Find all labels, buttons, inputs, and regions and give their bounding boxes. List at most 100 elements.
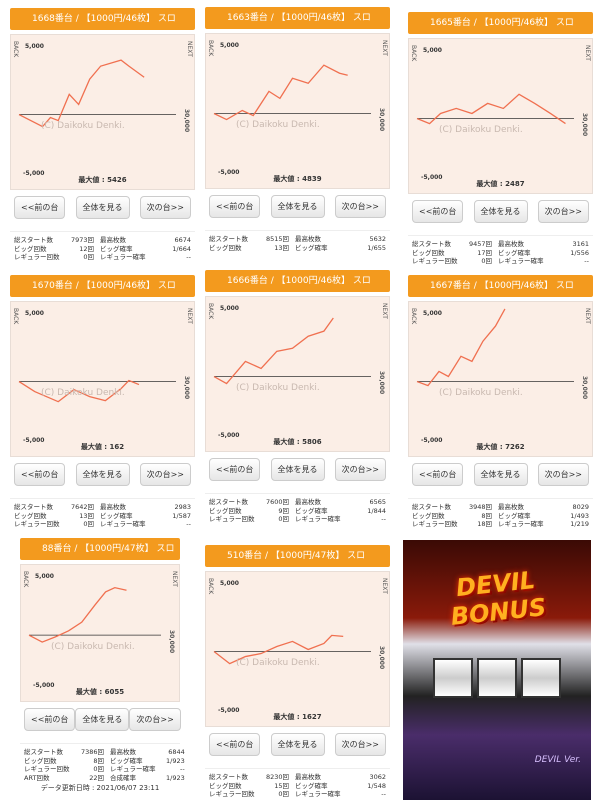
stat-value: 2983 — [174, 503, 191, 511]
next-machine-button[interactable]: 次の台>> — [334, 458, 386, 481]
back-label: BACK — [207, 40, 214, 57]
stat-value: 13回 — [79, 511, 94, 520]
next-machine-button[interactable]: 次の台>> — [139, 196, 191, 219]
view-all-button[interactable]: 全体を見る — [75, 463, 130, 486]
slump-graph: 5,000 -5,000 BACK NEXT 30,000 (C) Daikok… — [408, 38, 593, 194]
view-all-button[interactable]: 全体を見る — [75, 708, 130, 731]
next-machine-button[interactable]: 次の台>> — [139, 463, 191, 486]
stats-table: 総スタート数 7600回 最高枚数 6565 ビッグ回数 9回 ビッグ確率 1/844 レギュラ… — [205, 493, 390, 524]
stat-value: 15回 — [274, 781, 289, 790]
stat-label: ビッグ回数 — [209, 243, 242, 252]
stat-label: ビッグ回数 — [412, 511, 445, 520]
prev-machine-button[interactable]: <<前の台 — [412, 200, 464, 223]
watermark: (C) Daikoku Denki. — [236, 658, 320, 668]
stat-value: 1/587 — [172, 511, 191, 520]
view-all-button[interactable]: 全体を見る — [473, 200, 528, 223]
max-value: 最大値 : 162 — [80, 443, 125, 451]
back-label: BACK — [207, 578, 214, 595]
y-tick-bottom: -5,000 — [421, 437, 443, 444]
next-machine-button[interactable]: 次の台>> — [537, 463, 589, 486]
view-all-button[interactable]: 全体を見る — [270, 195, 325, 218]
panel-title: 1670番台 / 【1000円/46枚】 スロ — [10, 275, 195, 297]
stat-value: 1/664 — [172, 244, 191, 253]
stat-value: 13回 — [274, 243, 289, 252]
y-tick-bottom: -5,000 — [218, 707, 240, 714]
stat-label: レギュラー確率 — [498, 520, 544, 528]
stat-value: -- — [186, 520, 191, 528]
stat-label: 総スタート数 — [24, 748, 63, 756]
stat-label: 総スタート数 — [209, 773, 248, 781]
prev-machine-button[interactable]: <<前の台 — [24, 708, 76, 731]
machine-panel: 1668番台 / 【1000円/46枚】 スロ 5,000 -5,000 BAC… — [10, 8, 195, 262]
stat-value: 8回 — [481, 511, 492, 520]
y-tick-top: 5,000 — [220, 580, 239, 587]
machine-panel: 510番台 / 【1000円/47枚】 スロ 5,000 -5,000 BACK… — [205, 545, 390, 799]
stat-label: レギュラー回数 — [14, 253, 60, 261]
back-label: BACK — [22, 571, 29, 588]
back-label: BACK — [410, 45, 417, 62]
view-all-button[interactable]: 全体を見る — [473, 463, 528, 486]
slump-graph: 5,000 -5,000 BACK NEXT 30,000 (C) Daikok… — [10, 301, 195, 457]
next-label: NEXT — [584, 308, 591, 324]
graph-svg — [213, 634, 371, 665]
stat-label: 最高枚数 — [498, 503, 524, 511]
stat-value: 18回 — [477, 520, 492, 528]
watermark: (C) Daikoku Denki. — [439, 388, 523, 398]
view-all-button[interactable]: 全体を見る — [75, 196, 130, 219]
stat-value: 17回 — [477, 248, 492, 257]
slump-graph: 5,000 -5,000 BACK NEXT 30,000 (C) Daikok… — [408, 301, 593, 457]
stat-value: 12回 — [79, 244, 94, 253]
next-label: NEXT — [381, 303, 388, 319]
stat-label: レギュラー確率 — [100, 520, 146, 528]
prev-machine-button[interactable]: <<前の台 — [209, 458, 261, 481]
x-tick-right: 30,000 — [378, 645, 385, 670]
stat-label: ビッグ確率 — [295, 781, 328, 790]
stat-value: 1/844 — [367, 506, 386, 515]
stat-value: 7642回 — [70, 503, 94, 511]
stat-value: 0回 — [278, 790, 289, 798]
prev-machine-button[interactable]: <<前の台 — [14, 463, 66, 486]
max-value: 最大値 : 5426 — [78, 176, 127, 184]
stat-label: ビッグ確率 — [110, 756, 143, 765]
next-machine-button[interactable]: 次の台>> — [334, 733, 386, 756]
stat-label: レギュラー確率 — [110, 765, 156, 773]
stat-label: ビッグ確率 — [100, 511, 133, 520]
next-machine-button[interactable]: 次の台>> — [129, 708, 181, 731]
stat-value: -- — [381, 790, 386, 798]
stat-label: レギュラー回数 — [412, 520, 458, 528]
y-tick-bottom: -5,000 — [218, 169, 240, 176]
y-tick-top: 5,000 — [423, 47, 442, 54]
stat-value: 8029 — [572, 503, 589, 511]
prev-machine-button[interactable]: <<前の台 — [412, 463, 464, 486]
next-machine-button[interactable]: 次の台>> — [334, 195, 386, 218]
stat-value: 1/493 — [570, 511, 589, 520]
y-tick-top: 5,000 — [25, 310, 44, 317]
view-all-button[interactable]: 全体を見る — [270, 458, 325, 481]
stat-label: レギュラー回数 — [209, 790, 255, 798]
stat-value: 5632 — [369, 235, 386, 243]
y-tick-top: 5,000 — [423, 310, 442, 317]
panel-title: 510番台 / 【1000円/47枚】 スロ — [205, 545, 390, 567]
slump-graph: 5,000 -5,000 BACK NEXT 30,000 (C) Daikok… — [10, 34, 195, 190]
stat-label: 最高枚数 — [295, 773, 321, 781]
prev-machine-button[interactable]: <<前の台 — [209, 195, 261, 218]
reels — [433, 658, 561, 698]
next-machine-button[interactable]: 次の台>> — [537, 200, 589, 223]
slump-line — [213, 64, 348, 121]
prev-machine-button[interactable]: <<前の台 — [14, 196, 66, 219]
stats-table: 総スタート数 7973回 最高枚数 6674 ビッグ回数 12回 ビッグ確率 1/664 レギュ… — [10, 231, 195, 262]
x-tick-right: 30,000 — [378, 370, 385, 395]
view-all-button[interactable]: 全体を見る — [270, 733, 325, 756]
stat-value: 1/219 — [570, 520, 589, 528]
prev-machine-button[interactable]: <<前の台 — [209, 733, 261, 756]
stat-label: ビッグ確率 — [295, 243, 328, 252]
stat-label: 総スタート数 — [209, 235, 248, 243]
slump-line — [28, 586, 127, 643]
x-tick-right: 30,000 — [183, 375, 190, 400]
machine-logo: DEVIL BONUS — [449, 566, 548, 631]
stat-label: 最高枚数 — [498, 240, 524, 248]
stat-value: 7973回 — [70, 236, 94, 244]
next-label: NEXT — [381, 578, 388, 594]
stat-label: 最高枚数 — [295, 498, 321, 506]
stat-value: 1/556 — [570, 248, 589, 257]
